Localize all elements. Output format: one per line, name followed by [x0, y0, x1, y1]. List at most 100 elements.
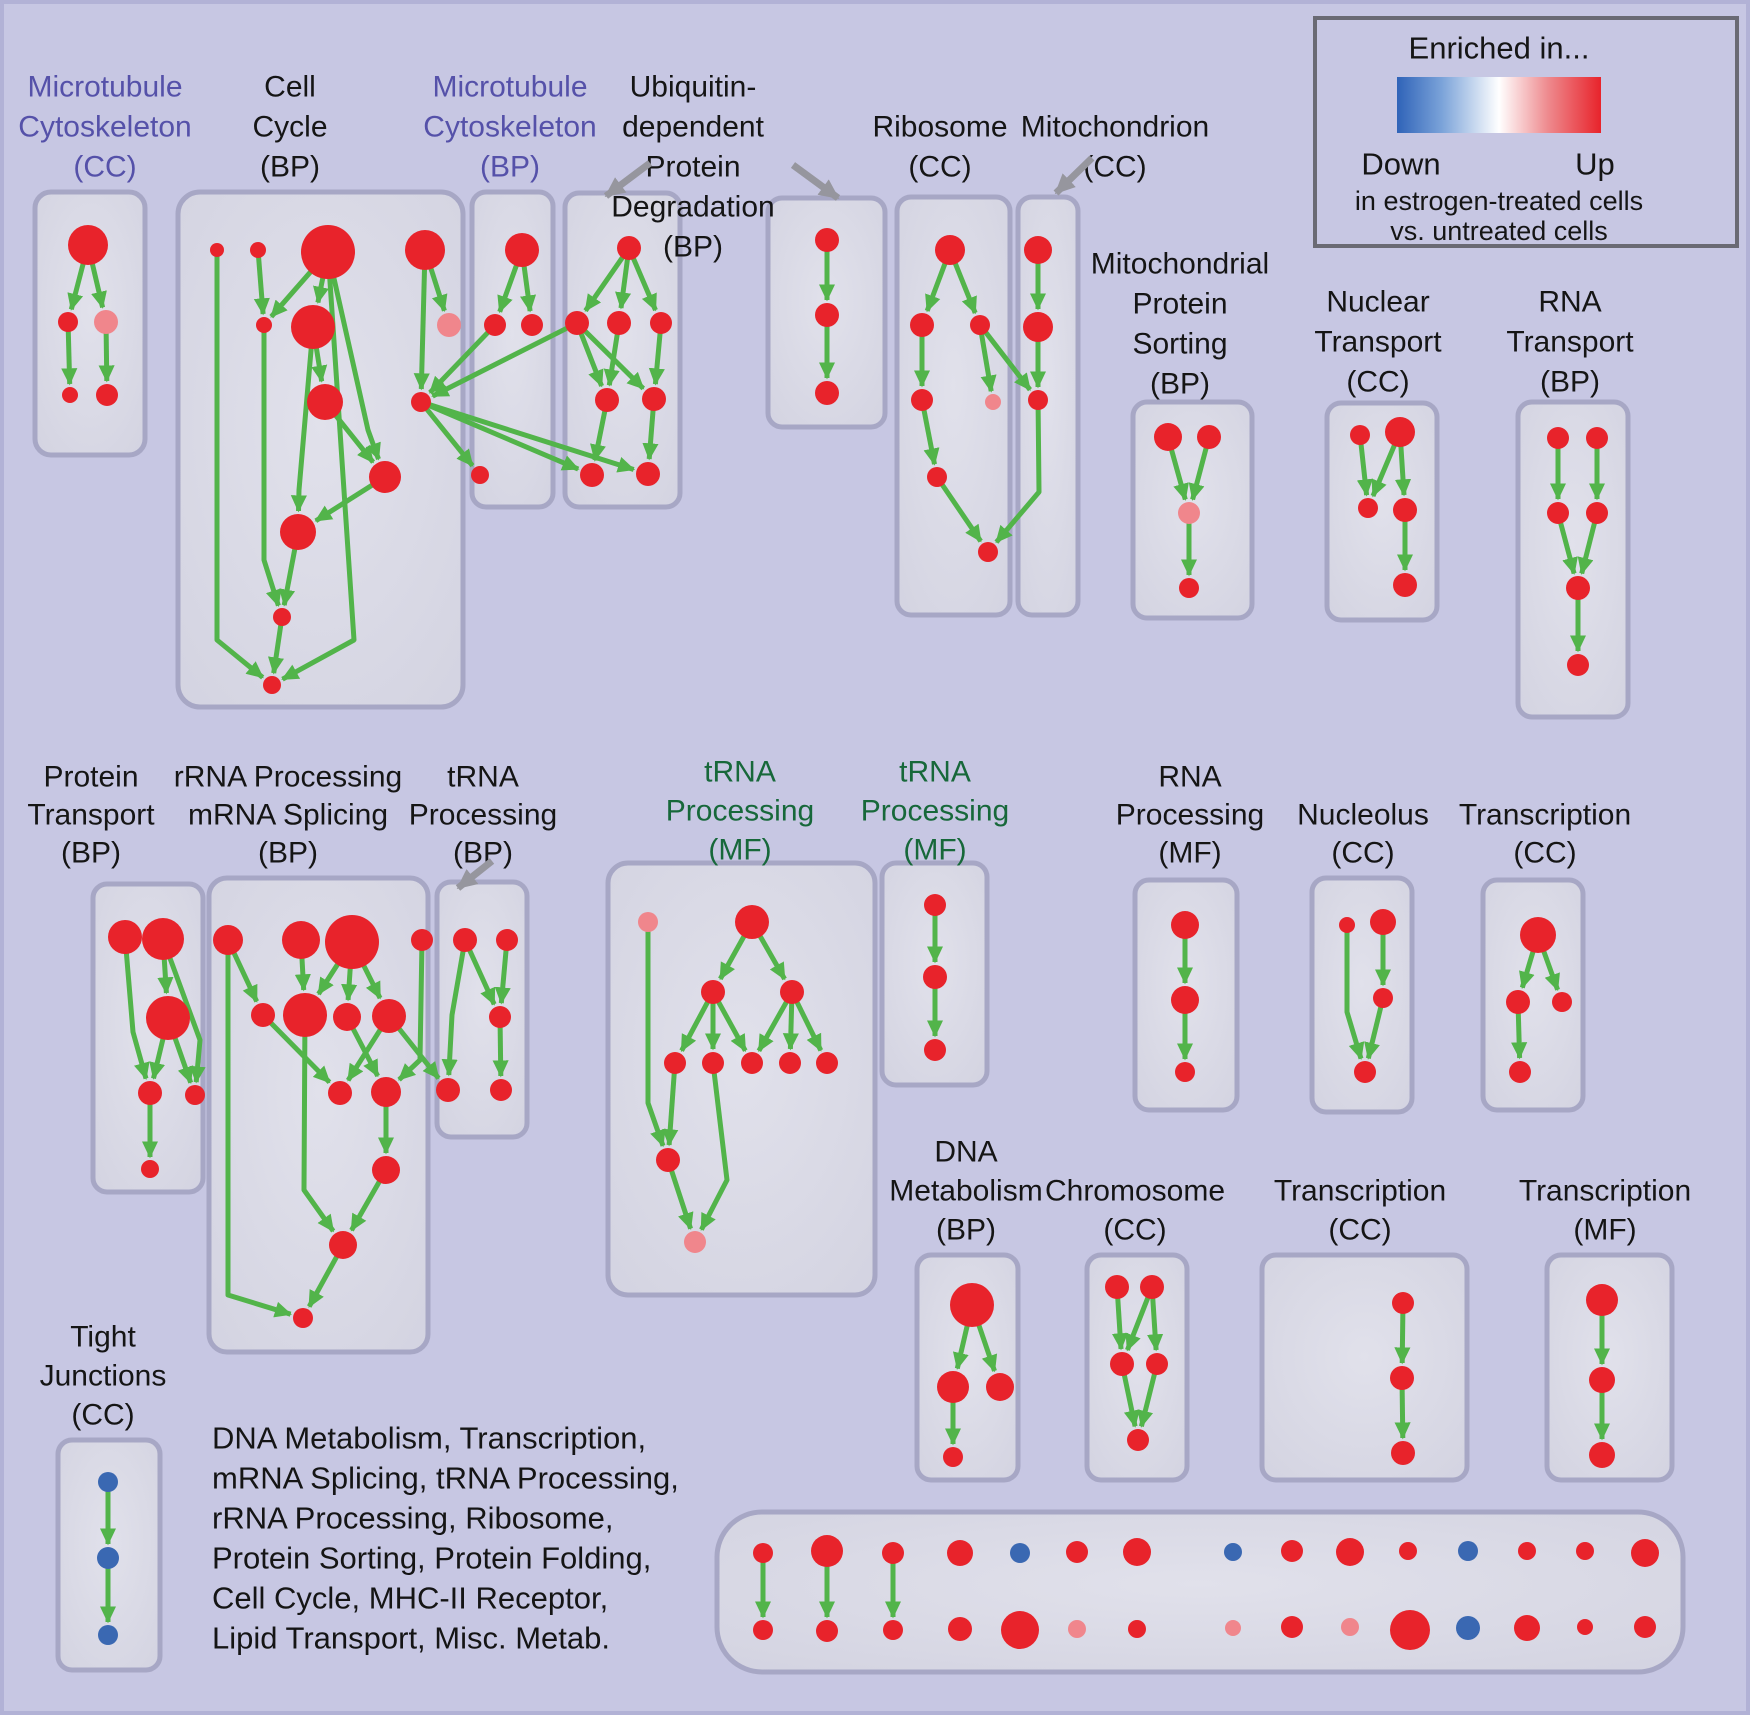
edge-h1-h3 — [1167, 444, 1189, 501]
node-l5 — [251, 1003, 275, 1027]
edge-c4-c9 — [413, 261, 430, 391]
node-c1 — [210, 243, 224, 257]
node-r2 — [1506, 990, 1530, 1014]
node-w15b — [1634, 1616, 1656, 1638]
label-mitochondrial-protein-sorting-line-2: Protein — [1132, 288, 1227, 321]
edge-d3-d5 — [603, 329, 621, 387]
node-c6 — [291, 305, 335, 349]
cluster-box-transcription-cc-bottom — [1259, 1252, 1470, 1483]
node-d5 — [595, 388, 619, 412]
node-k1 — [108, 920, 142, 954]
edge-t2-t3 — [1125, 1292, 1152, 1352]
edge-a1-a2 — [67, 255, 88, 311]
label-misc-terms-note-line-6: Lipid Transport, Misc. Metab. — [212, 1621, 610, 1656]
legend-subtitle-line-1: in estrogen-treated cells — [1355, 186, 1643, 216]
node-l2 — [282, 921, 320, 959]
node-x3 — [98, 1625, 118, 1645]
node-i3 — [1358, 498, 1378, 518]
node-k5 — [185, 1085, 205, 1105]
node-w7t — [1123, 1538, 1151, 1566]
node-i1 — [1350, 425, 1370, 445]
node-s2 — [937, 1371, 969, 1403]
legend: Enriched in... Down Up in estrogen-treated … — [1313, 16, 1739, 248]
legend-title: Enriched in... — [1409, 31, 1590, 66]
label-ubiquitin-degradation-line-5: (BP) — [663, 231, 723, 264]
edge-r1-r3 — [1539, 944, 1560, 992]
edge-m2-m3 — [494, 946, 511, 1005]
node-s4 — [943, 1447, 963, 1467]
node-v3 — [1589, 1442, 1615, 1468]
label-cell-cycle-line-2: Cycle — [252, 111, 327, 144]
edge-f1-f3 — [950, 257, 978, 315]
label-tight-junctions-line-1: Tight — [70, 1321, 136, 1354]
edge-i1-i3 — [1356, 440, 1373, 497]
node-q3 — [1373, 988, 1393, 1008]
edge-c5-c12 — [261, 329, 282, 607]
node-e2 — [815, 303, 839, 327]
node-n3 — [701, 980, 725, 1004]
label-nuclear-transport-line-3: (CC) — [1346, 366, 1409, 399]
node-w4b — [948, 1617, 972, 1641]
edge-i2-i4 — [1394, 440, 1412, 497]
label-ubiquitin-degradation-line-4: Degradation — [611, 191, 774, 224]
node-p1 — [1171, 911, 1199, 939]
label-misc-terms-note-line-3: rRNA Processing, Ribosome, — [212, 1501, 613, 1536]
node-l4 — [411, 929, 433, 951]
edge-c3-c5 — [269, 262, 320, 319]
label-microtubule-cc-line-1: Microtubule — [27, 71, 182, 104]
cluster-box-microtubule-cc — [32, 189, 148, 458]
edge-n5-n10 — [662, 1069, 679, 1147]
label-trna-processing-bp-line-2: Processing — [409, 799, 557, 832]
node-d3 — [607, 311, 631, 335]
label-trna-processing-mf-1-line-1: tRNA — [704, 756, 776, 789]
callout-arrow-3 — [1053, 155, 1095, 196]
node-k3 — [146, 996, 190, 1040]
edge-d1-d2 — [583, 252, 627, 313]
label-protein-transport-line-1: Protein — [43, 761, 138, 794]
label-trna-processing-mf-1-line-2: Processing — [666, 795, 814, 828]
node-cc1 — [505, 233, 539, 267]
label-dna-metabolism-line-2: Metabolism — [889, 1175, 1042, 1208]
edge-t2-t4 — [1147, 1294, 1164, 1352]
label-rna-processing-mf-line-3: (MF) — [1158, 837, 1221, 870]
label-transcription-cc-mid-line-2: (CC) — [1513, 837, 1576, 870]
edge-t4-t5 — [1137, 1369, 1158, 1428]
node-q2 — [1370, 909, 1396, 935]
node-x2 — [97, 1547, 119, 1569]
callout-arrows — [455, 155, 1095, 891]
node-f5 — [985, 394, 1001, 410]
node-f3 — [970, 315, 990, 335]
edge-n3-n7 — [714, 997, 748, 1052]
node-w8b — [1225, 1620, 1241, 1636]
node-f1 — [935, 235, 965, 265]
edge-l11-l12 — [349, 1176, 384, 1232]
edge-cc1-cc3 — [520, 259, 537, 313]
node-l10 — [371, 1077, 401, 1107]
label-cell-cycle-line-3: (BP) — [260, 151, 320, 184]
label-dna-metabolism-line-3: (BP) — [936, 1214, 996, 1247]
node-c5 — [256, 317, 272, 333]
node-w7b — [1128, 1620, 1146, 1638]
label-rna-transport-line-3: (BP) — [1540, 366, 1600, 399]
edge-t3-t5 — [1121, 1370, 1140, 1428]
label-misc-terms-note-line-2: mRNA Splicing, tRNA Processing, — [212, 1461, 679, 1496]
node-n11 — [684, 1231, 706, 1253]
node-f6 — [927, 467, 947, 487]
node-c8 — [307, 384, 343, 420]
node-d1 — [617, 236, 641, 260]
edge-i2-i3 — [1370, 439, 1399, 498]
node-w13t — [1518, 1542, 1536, 1560]
node-e1 — [815, 228, 839, 252]
node-w5b — [1001, 1611, 1039, 1649]
node-i4 — [1393, 498, 1417, 522]
edge-arrows — [61, 247, 1611, 1624]
node-h1 — [1154, 423, 1182, 451]
callout-arrow-1 — [603, 160, 653, 199]
edge-n2-n4 — [754, 929, 787, 981]
callout-arrow-4 — [455, 858, 495, 891]
edge-a1-a3 — [88, 256, 107, 309]
node-w5t — [1010, 1543, 1030, 1563]
node-l7 — [333, 1003, 361, 1031]
node-i2 — [1385, 417, 1415, 447]
